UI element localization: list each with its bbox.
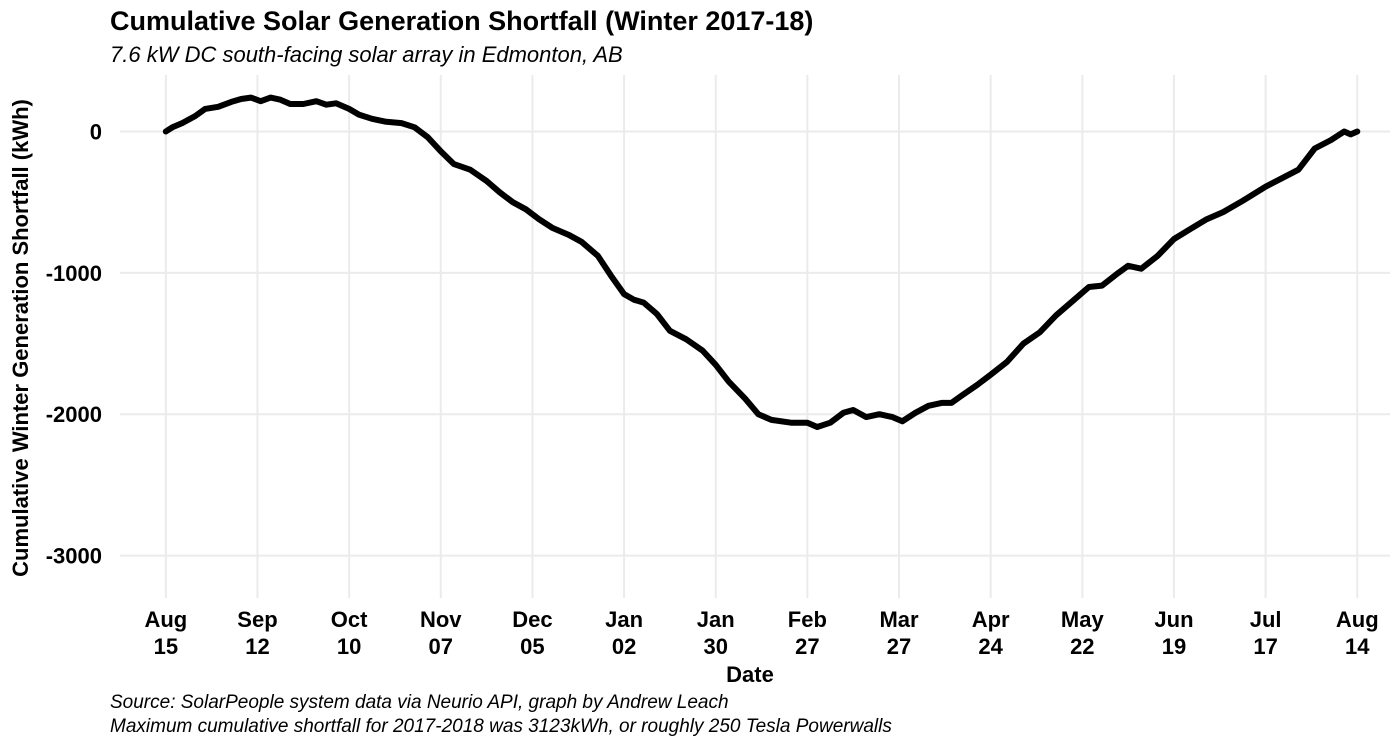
y-tick-label: -1000 [46,261,102,286]
gridlines [120,75,1390,598]
x-tick-label: Aug 14 [1336,607,1379,659]
x-tick-label: Nov 07 [420,607,462,659]
series-layer [162,94,1361,430]
line-chart: 0 -1000 -2000 -3000 Aug 15 Sep 12 Oct 10 Nov 07 Dec… [8,75,1390,687]
x-tick-label: Jun 19 [1154,607,1193,659]
x-tick-label: Aug 15 [144,607,187,659]
caption-source: Source: SolarPeople system data via Neur… [110,692,729,713]
chart-subtitle: 7.6 kW DC south-facing solar array in Ed… [110,42,623,67]
y-axis-ticks: 0 -1000 -2000 -3000 [46,120,102,569]
y-tick-label: -3000 [46,544,102,569]
x-tick-label: Dec 05 [512,607,552,659]
x-tick-label: Feb 27 [788,607,827,659]
x-tick-label: Sep 12 [237,607,277,659]
y-axis-title: Cumulative Winter Generation Shortfall (… [8,99,33,577]
x-tick-label: Apr 24 [972,607,1010,659]
x-tick-label: Jan 02 [605,607,643,659]
x-tick-label: Mar 27 [879,607,919,659]
series-line [162,94,1361,430]
x-tick-label: Jul 17 [1250,607,1282,659]
chart-title: Cumulative Solar Generation Shortfall (W… [110,6,814,36]
x-axis-ticks: Aug 15 Sep 12 Oct 10 Nov 07 Dec 05 Jan 02 Jan 30 Feb 27… [144,607,1378,659]
y-tick-label: 0 [90,120,102,145]
caption-note: Maximum cumulative shortfall for 2017-20… [110,716,892,737]
x-tick-label: May 22 [1061,607,1105,659]
x-tick-label: Oct 10 [331,607,368,659]
y-tick-label: -2000 [46,402,102,427]
x-axis-title: Date [726,662,774,687]
x-tick-label: Jan 30 [697,607,735,659]
